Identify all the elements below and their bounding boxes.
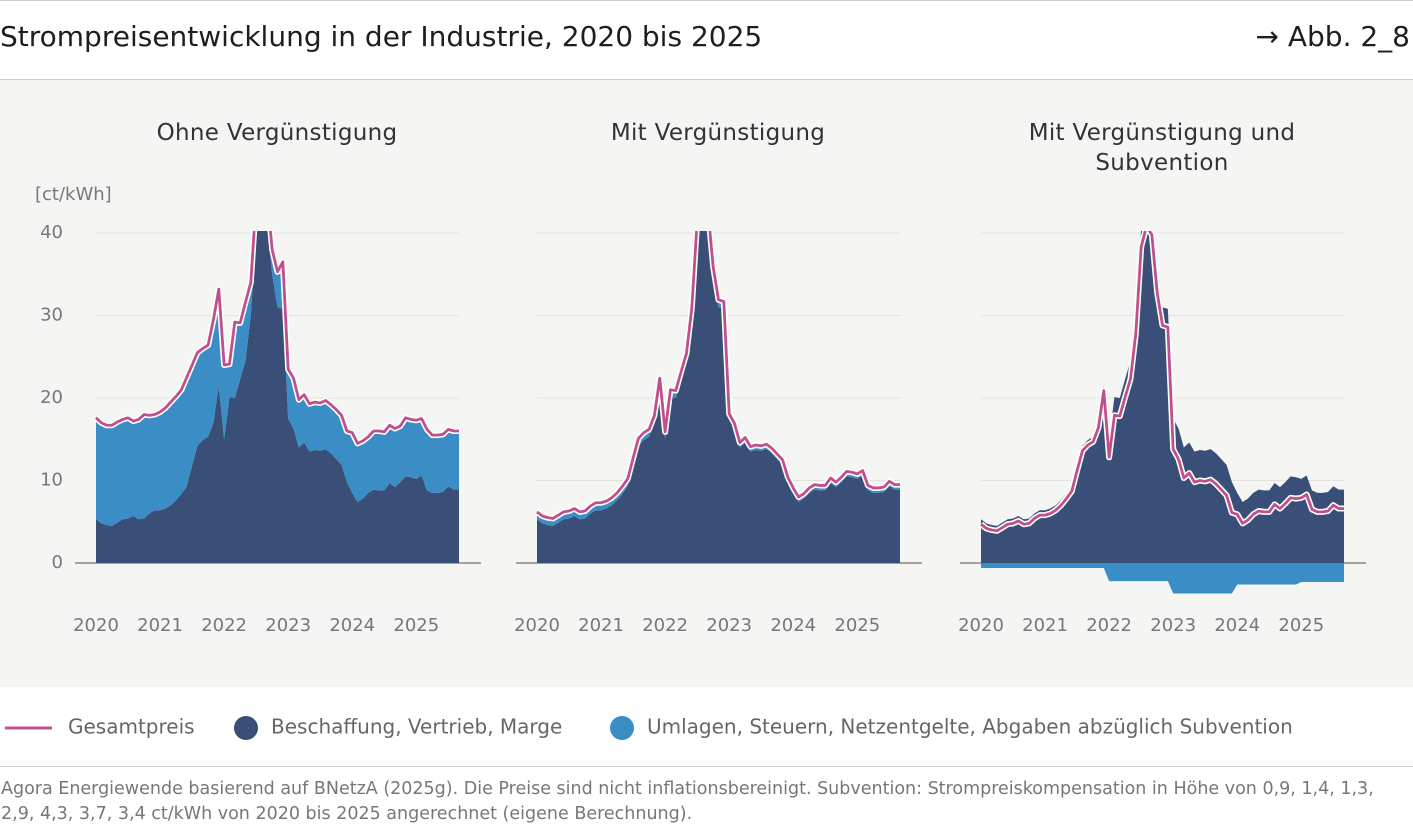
x-tick-label: 2023 [1150, 615, 1196, 636]
area [981, 231, 1344, 563]
legend-label: Gesamtpreis [68, 715, 195, 739]
y-tick-label: 10 [40, 470, 63, 491]
x-tick-label: 2023 [706, 615, 752, 636]
x-tick-label: 2024 [329, 615, 375, 636]
plot-area [535, 231, 900, 563]
x-tick-label: 2022 [1086, 615, 1132, 636]
rule [0, 79, 1413, 80]
legend-swatch [234, 716, 258, 740]
x-tick-label: 2022 [642, 615, 688, 636]
rule [0, 0, 1413, 1]
y-tick-label: 40 [40, 222, 63, 243]
plot-area [93, 231, 459, 563]
x-tick-label: 2022 [201, 615, 247, 636]
line [95, 231, 459, 445]
x-tick-label: 2024 [770, 615, 816, 636]
x-tick-label: 2025 [834, 615, 880, 636]
x-tick-label: 2025 [393, 615, 439, 636]
x-tick-label: 2023 [265, 615, 311, 636]
figure-reference: → Abb. 2_8 [1255, 20, 1411, 53]
x-tick-label: 2021 [137, 615, 183, 636]
panel-title: Ohne Vergünstigung [156, 120, 398, 146]
panel-title: Mit Vergünstigung und Subvention [1028, 120, 1296, 176]
footnote: Agora Energiewende basierend auf BNetzA … [1, 779, 1374, 824]
x-tick-label: 2024 [1214, 615, 1260, 636]
line [536, 231, 900, 520]
x-tick-label: 2025 [1278, 615, 1324, 636]
x-tick-label: 2020 [514, 615, 560, 636]
legend-swatch [610, 716, 634, 740]
figure-title: Strompreisentwicklung in der Industrie, … [0, 20, 763, 53]
legend-label: Beschaffung, Vertrieb, Marge [271, 715, 562, 739]
area [96, 231, 459, 526]
line [980, 231, 1344, 533]
x-tick-label: 2020 [958, 615, 1004, 636]
x-tick-label: 2021 [1022, 615, 1068, 636]
plot-area [979, 231, 1344, 594]
x-tick-label: 2020 [73, 615, 119, 636]
x-tick-label: 2021 [578, 615, 624, 636]
y-axis-label: [ct/kWh] [35, 184, 112, 205]
area [981, 563, 1344, 594]
area [537, 231, 900, 563]
y-tick-label: 0 [52, 552, 63, 573]
y-tick-label: 30 [40, 305, 63, 326]
area [96, 231, 459, 563]
y-tick-label: 20 [40, 387, 63, 408]
legend-label: Umlagen, Steuern, Netzentgelte, Abgaben … [647, 715, 1293, 739]
panel-title: Mit Vergünstigung [610, 120, 826, 146]
rule [0, 766, 1413, 767]
